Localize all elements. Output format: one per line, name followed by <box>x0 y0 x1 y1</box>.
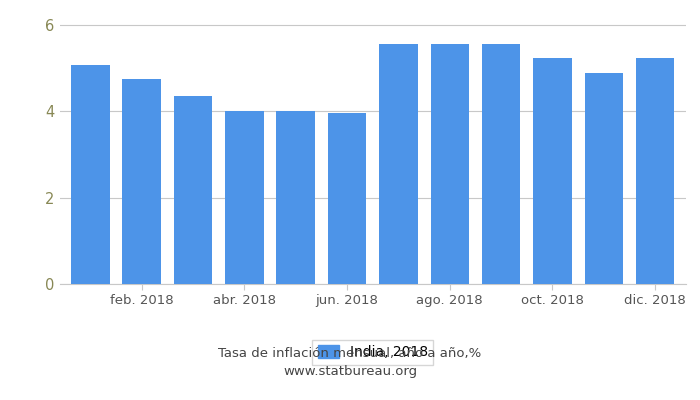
Bar <box>174 96 212 284</box>
Bar <box>636 58 674 284</box>
Bar <box>482 44 520 284</box>
Bar <box>276 111 315 284</box>
Legend: India, 2018: India, 2018 <box>312 340 433 365</box>
Text: www.statbureau.org: www.statbureau.org <box>283 366 417 378</box>
Bar <box>430 44 469 284</box>
Bar <box>225 111 264 284</box>
Bar <box>533 58 572 284</box>
Text: Tasa de inflación mensual, año a año,%: Tasa de inflación mensual, año a año,% <box>218 348 482 360</box>
Bar <box>379 44 418 284</box>
Bar <box>71 65 110 284</box>
Bar <box>584 73 623 284</box>
Bar <box>328 114 366 284</box>
Bar <box>122 79 161 284</box>
